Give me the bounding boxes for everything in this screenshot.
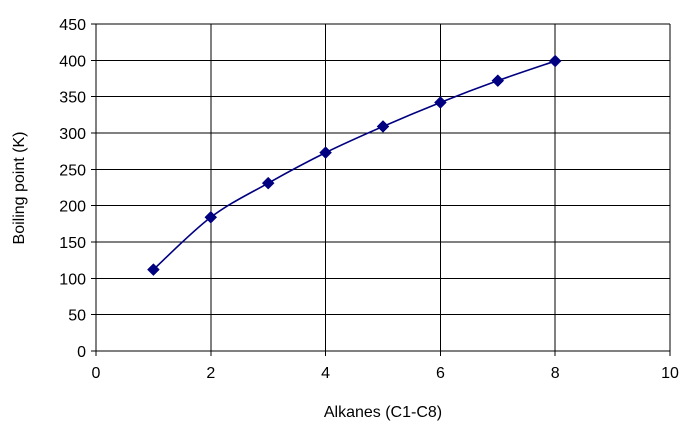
x-tick-label: 8 [551,365,560,382]
y-tick-label: 150 [59,235,86,252]
y-tick-label: 50 [68,308,86,325]
data-point-marker [434,96,447,109]
y-tick-label: 0 [77,344,86,361]
series-layer [147,54,562,276]
data-point-marker [548,54,562,68]
x-tick-label: 0 [92,365,101,382]
series-line [152,60,556,271]
y-tick-label: 200 [59,199,86,216]
data-point-marker [204,210,218,224]
y-axis-title: Boiling point (K) [11,132,28,245]
y-tick-label: 300 [59,126,86,143]
y-tick-label: 250 [59,162,86,179]
x-tick-label: 2 [206,365,215,382]
data-point-marker [319,146,332,159]
y-tick-label: 450 [59,17,86,34]
y-tick-label: 400 [59,53,86,70]
x-tick-label: 10 [661,365,679,382]
data-point-marker [376,120,390,133]
x-axis-title: Alkanes (C1-C8) [324,404,442,421]
x-tick-label: 6 [436,365,445,382]
data-point-marker [261,176,275,190]
axis-layer [91,23,671,356]
x-tick-label: 4 [321,365,330,382]
data-point-marker [147,263,160,276]
label-layer: 0 50 100 150 200 250 300 350 400 450 0 2 4 6 8 10 [59,17,679,382]
y-tick-label: 350 [59,90,86,107]
grid-layer [95,23,671,352]
data-point-marker [491,74,505,88]
y-tick-label: 100 [59,271,86,288]
